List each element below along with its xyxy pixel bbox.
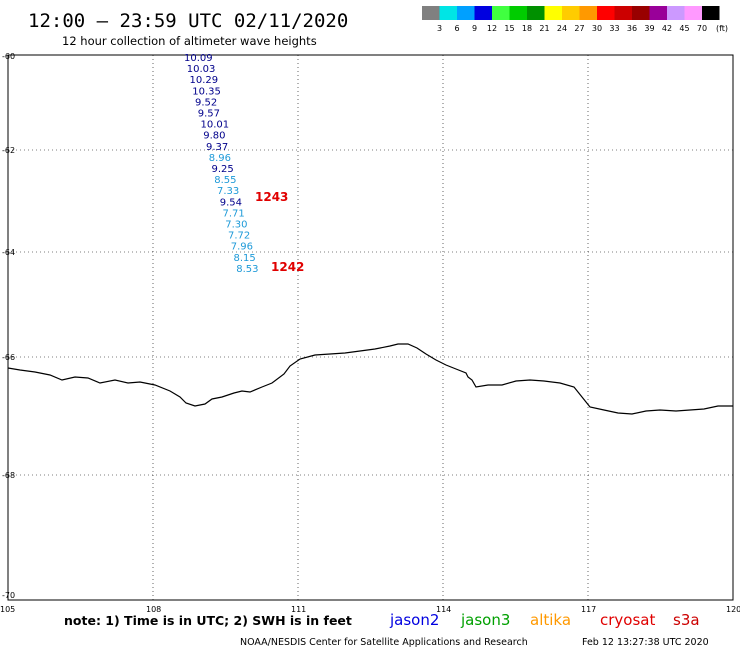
pass-time-1243: 1243 [255,190,288,204]
color-scale-swatch [457,6,475,20]
lon-label-120: 120 [726,605,740,614]
wave-height-reading: 7.71 [223,208,245,219]
wave-height-reading: 9.57 [198,109,220,120]
lon-label-105: 105 [0,605,15,614]
wave-height-reading: 8.55 [214,175,236,186]
color-scale-label: 42 [662,24,672,33]
wave-height-reading: 10.09 [184,53,213,64]
color-scale-swatch [562,6,580,20]
credit-line: NOAA/NESDIS Center for Satellite Applica… [240,637,528,648]
color-scale-label: 12 [487,24,497,33]
wave-height-reading: 10.03 [187,64,216,75]
mission-altika: altika [530,611,571,629]
color-scale-swatch [474,6,492,20]
color-scale-label: 21 [539,24,549,33]
lat-label-60: -60 [2,52,15,61]
lat-label-70: -70 [2,591,15,600]
color-scale-swatch [649,6,667,20]
mission-jason2: jason2 [389,611,439,629]
wave-height-reading: 9.37 [206,142,228,153]
wave-height-reading: 8.96 [209,153,231,164]
color-scale-swatch [492,6,510,20]
generated-timestamp: Feb 12 13:27:38 UTC 2020 [582,637,709,648]
pass-time-1242: 1242 [271,260,304,274]
color-scale-swatch [667,6,685,20]
wave-height-reading: 10.01 [201,120,230,131]
lat-label-64: -64 [2,248,15,257]
color-scale-swatch [422,6,440,20]
map-title: 12:00 – 23:59 UTC 02/11/2020 [28,10,348,32]
color-scale-label: 33 [609,24,619,33]
color-scale-label: 45 [679,24,689,33]
wave-height-color-scale: 3 6 9 12 15 18 21 24 27 30 33 36 39 42 45 70 [422,6,720,33]
color-scale-swatch [527,6,545,20]
color-scale-label: 70 [697,24,707,33]
lon-label-114: 114 [436,605,451,614]
color-scale-swatch [579,6,597,20]
color-scale-swatch [684,6,702,20]
wave-height-reading: 7.72 [228,231,250,242]
wave-height-reading: 7.33 [217,186,239,197]
color-scale-label: 30 [592,24,602,33]
wave-height-reading: 7.30 [225,220,247,231]
color-scale-label: 6 [454,24,459,33]
color-scale-swatch [509,6,527,20]
color-scale-label: 9 [472,24,477,33]
wave-height-reading: 10.35 [192,86,221,97]
wave-height-reading: 9.54 [220,197,242,208]
color-scale-swatch [702,6,720,20]
wave-height-reading: 8.15 [234,253,256,264]
map-subtitle: 12 hour collection of altimeter wave hei… [62,34,317,48]
wave-height-reading: 9.25 [212,164,234,175]
color-scale-swatch [544,6,562,20]
lat-label-66: -66 [2,353,15,362]
wave-height-track: 10.0910.0310.2910.359.529.5710.019.809.3… [184,53,259,275]
footer-note: note: 1) Time is in UTC; 2) SWH is in fe… [64,613,352,628]
color-scale-label: 39 [644,24,654,33]
wave-height-reading: 7.96 [231,242,253,253]
color-scale-swatch [439,6,457,20]
lat-label-68: -68 [2,471,15,480]
mission-s3a: s3a [673,611,700,629]
coastline [7,343,733,415]
map-frame [7,54,734,601]
lon-label-111: 111 [291,605,306,614]
wave-height-reading: 10.29 [190,75,219,86]
lon-label-117: 117 [581,605,596,614]
color-scale-unit: (ft) [716,24,728,33]
color-scale-swatch [597,6,615,20]
wave-height-reading: 9.80 [203,131,225,142]
lat-label-62: -62 [2,146,15,155]
color-scale-label: 27 [574,24,584,33]
mission-jason3: jason3 [460,611,510,629]
color-scale-swatch [614,6,632,20]
color-scale-label: 24 [557,24,567,33]
mission-cryosat: cryosat [600,611,655,629]
color-scale-label: 15 [504,24,514,33]
lon-label-108: 108 [146,605,161,614]
wave-height-reading: 9.52 [195,97,217,108]
color-scale-label: 18 [522,24,532,33]
color-scale-label: 36 [627,24,637,33]
color-scale-swatch [632,6,650,20]
color-scale-label: 3 [437,24,442,33]
wave-height-reading: 8.53 [236,264,258,275]
graticule [8,55,733,600]
